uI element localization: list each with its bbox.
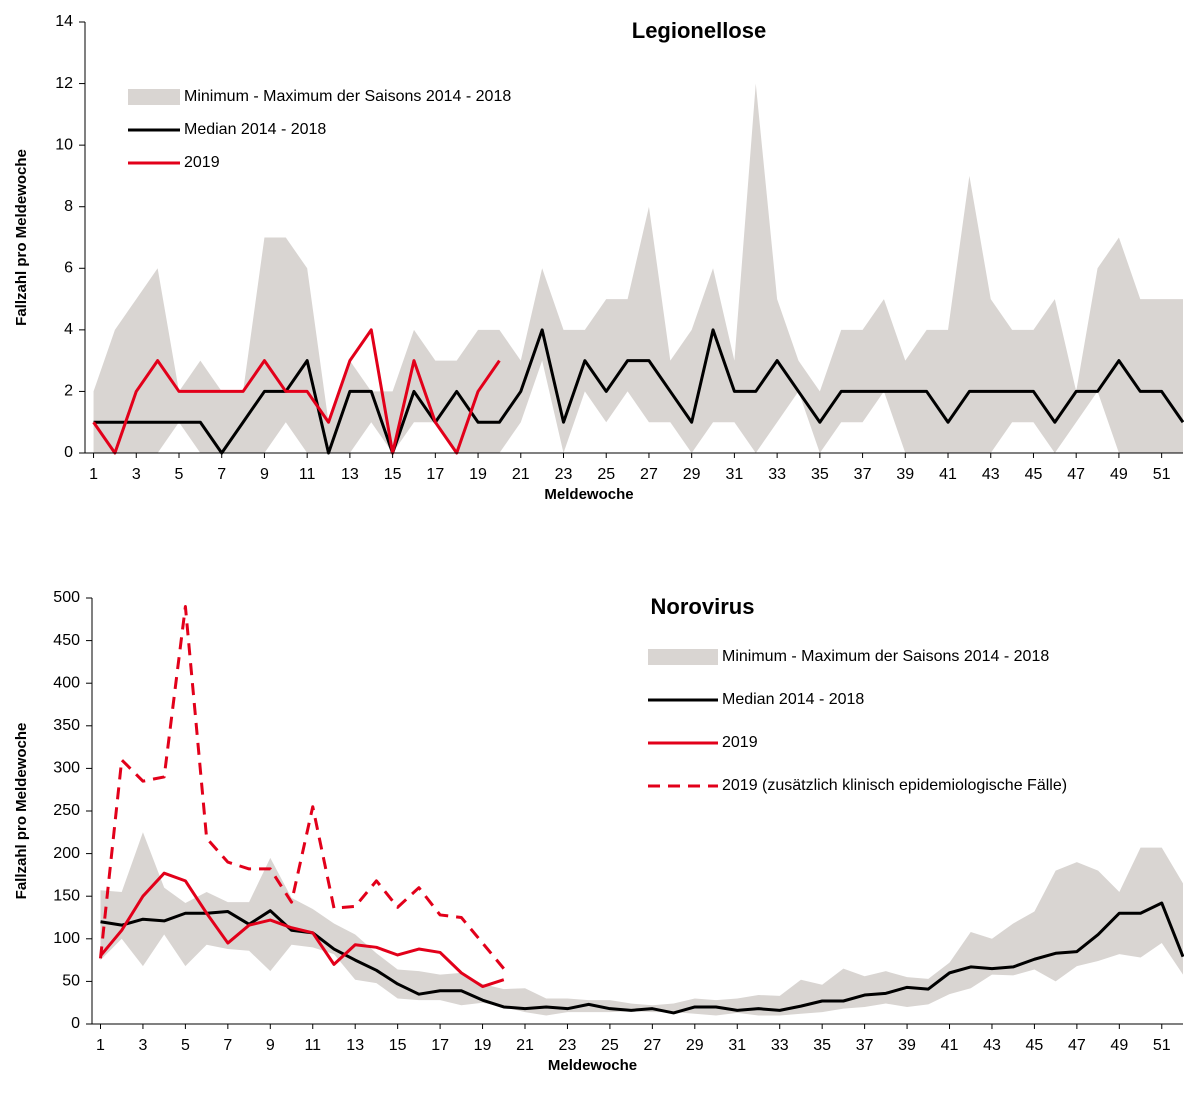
x-tick-label: 47 [1068,1037,1086,1054]
series-line [99,871,505,989]
x-tick-label: 13 [341,466,359,483]
x-tick-label: 11 [304,1037,321,1054]
x-tick-label: 35 [813,1037,831,1054]
x-tick-label: 37 [854,466,872,483]
x-tick-label: 23 [559,1037,577,1054]
x-tick-label: 7 [217,466,226,483]
x-tick-label: 1 [89,466,98,483]
x-tick-label: 1 [96,1037,105,1054]
legend-label: 2019 [184,154,220,171]
x-tick-label: 45 [1025,466,1043,483]
x-tick-label: 17 [426,466,444,483]
x-tick-label: 31 [726,466,744,483]
legend-label: Median 2014 - 2018 [722,691,864,708]
x-tick-label: 49 [1110,1037,1128,1054]
x-tick-label: 51 [1153,466,1171,483]
x-tick-label: 41 [939,466,957,483]
chart-title: Legionellose [632,18,766,43]
x-tick-label: 25 [597,466,615,483]
y-tick-label: 2 [64,383,73,400]
y-axis-label: Fallzahl pro Meldewoche [13,723,30,900]
legend-label: 2019 [722,734,758,751]
y-tick-label: 50 [62,973,80,990]
x-tick-label: 47 [1067,466,1085,483]
x-tick-label: 3 [138,1037,147,1054]
x-tick-label: 5 [181,1037,190,1054]
x-tick-label: 33 [768,466,786,483]
chart-title: Norovirus [651,594,755,619]
y-tick-label: 300 [53,760,80,777]
x-tick-label: 43 [982,466,1000,483]
x-tick-label: 23 [555,466,573,483]
x-tick-label: 49 [1110,466,1128,483]
series-line [92,328,501,455]
x-tick-label: 31 [728,1037,746,1054]
y-tick-label: 100 [53,930,80,947]
y-axis-label: Fallzahl pro Meldewoche [13,149,30,326]
y-tick-label: 0 [71,1015,80,1032]
x-tick-label: 29 [686,1037,704,1054]
x-tick-label: 27 [640,466,658,483]
x-tick-label: 9 [260,466,269,483]
x-tick-label: 21 [516,1037,534,1054]
x-tick-label: 15 [389,1037,407,1054]
x-tick-label: 19 [474,1037,492,1054]
y-tick-label: 350 [53,717,80,734]
x-tick-label: 15 [384,466,402,483]
x-tick-label: 51 [1153,1037,1171,1054]
x-tick-label: 29 [683,466,701,483]
legend-label: Minimum - Maximum der Saisons 2014 - 201… [184,88,511,105]
y-tick-label: 500 [53,589,80,606]
range-band [100,832,1184,1016]
x-tick-label: 43 [983,1037,1001,1054]
x-tick-label: 17 [431,1037,449,1054]
x-axis-label: Meldewoche [544,486,633,503]
y-tick-label: 6 [64,260,73,277]
legend-swatch [128,89,180,105]
y-tick-label: 400 [53,674,80,691]
legend-label: 2019 (zusätzlich klinisch epidemiologisc… [722,777,1067,794]
legend-swatch [648,649,718,665]
x-tick-label: 39 [898,1037,916,1054]
x-tick-label: 11 [299,466,316,483]
y-tick-label: 200 [53,845,80,862]
y-tick-label: 12 [55,75,73,92]
x-tick-label: 35 [811,466,829,483]
x-axis-label: Meldewoche [548,1057,637,1074]
x-tick-label: 7 [223,1037,232,1054]
x-tick-label: 45 [1026,1037,1044,1054]
x-tick-label: 9 [266,1037,275,1054]
legend-label: Minimum - Maximum der Saisons 2014 - 201… [722,648,1049,665]
y-tick-label: 8 [64,198,73,215]
y-tick-label: 250 [53,802,80,819]
series-line [100,901,1184,1015]
x-tick-label: 27 [643,1037,661,1054]
x-tick-label: 25 [601,1037,619,1054]
x-tick-label: 21 [512,466,530,483]
y-tick-label: 450 [53,632,80,649]
y-tick-label: 4 [64,321,73,338]
y-tick-label: 150 [53,887,80,904]
legend-label: Median 2014 - 2018 [184,121,326,138]
series-line [93,328,1184,455]
y-tick-label: 0 [64,444,73,461]
x-tick-label: 37 [856,1037,874,1054]
range-band [93,83,1183,454]
x-tick-label: 13 [346,1037,364,1054]
x-tick-label: 41 [941,1037,959,1054]
x-tick-label: 33 [771,1037,789,1054]
x-tick-label: 5 [175,466,184,483]
x-tick-label: 39 [896,466,914,483]
y-tick-label: 14 [55,13,73,30]
x-tick-label: 3 [132,466,141,483]
x-tick-label: 19 [469,466,487,483]
y-tick-label: 10 [55,136,73,153]
